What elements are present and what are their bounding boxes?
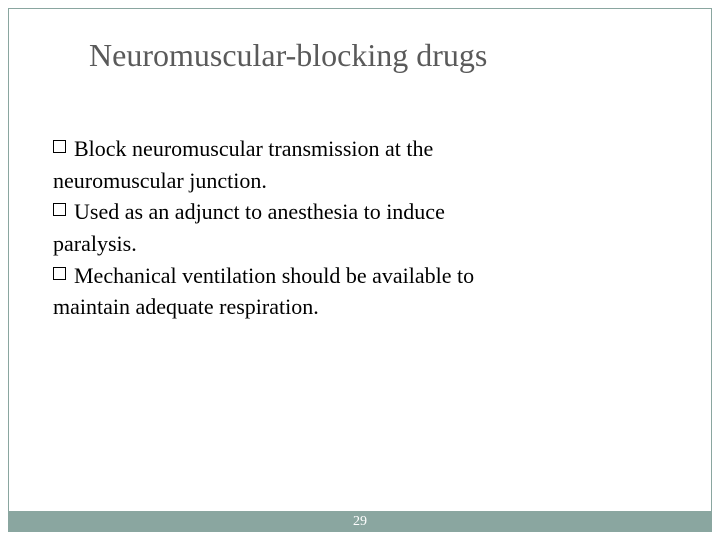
bullet-text: Mechanical ventilation should be availab… — [74, 261, 474, 291]
bullet-item: Used as an adjunct to anesthesia to indu… — [53, 197, 661, 227]
bullet-item: Block neuromuscular transmission at the — [53, 134, 661, 164]
square-bullet-icon — [53, 203, 66, 216]
slide-frame: Neuromuscular-blocking drugs Block neuro… — [8, 8, 712, 512]
page-number: 29 — [353, 514, 367, 530]
bullet-continuation: paralysis. — [53, 229, 661, 259]
title-area: Neuromuscular-blocking drugs — [9, 9, 711, 84]
square-bullet-icon — [53, 267, 66, 280]
bullet-item: Mechanical ventilation should be availab… — [53, 261, 661, 291]
slide-title: Neuromuscular-blocking drugs — [89, 37, 671, 74]
footer-bar: 29 — [8, 512, 712, 532]
bullet-text: Used as an adjunct to anesthesia to indu… — [74, 197, 445, 227]
bullet-continuation: maintain adequate respiration. — [53, 292, 661, 322]
content-area: Block neuromuscular transmission at the … — [9, 84, 711, 322]
bullet-continuation: neuromuscular junction. — [53, 166, 661, 196]
square-bullet-icon — [53, 140, 66, 153]
bullet-text: Block neuromuscular transmission at the — [74, 134, 433, 164]
